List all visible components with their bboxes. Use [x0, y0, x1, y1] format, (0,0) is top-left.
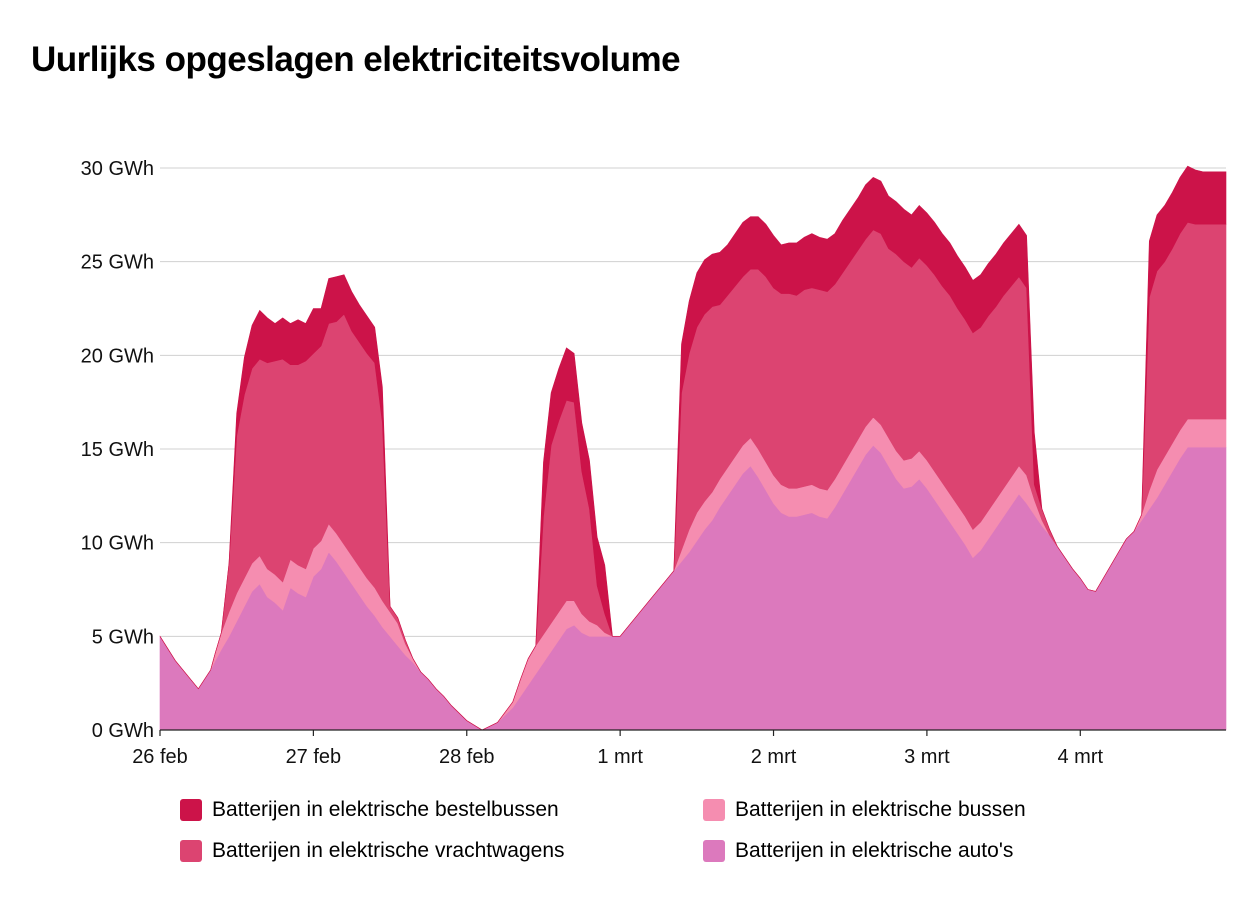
legend-label: Batterijen in elektrische bussen: [735, 798, 1026, 821]
x-tick-label: 4 mrt: [1058, 746, 1104, 768]
x-tick-label: 1 mrt: [597, 746, 643, 768]
legend-item-bestelbussen[interactable]: Batterijen in elektrische bestelbussen: [180, 796, 703, 824]
x-axis-ticks: 26 feb 27 feb 28 feb 1 mrt 2 mrt 3 mrt 4 mrt: [132, 729, 1226, 768]
legend-label: Batterijen in elektrische auto's: [735, 839, 1014, 862]
legend: Batterijen in elektrische bestelbussen B…: [180, 796, 1140, 865]
y-tick-label: 0 GWh: [92, 720, 154, 742]
legend-item-vrachtwagens[interactable]: Batterijen in elektrische vrachtwagens: [180, 837, 703, 865]
y-tick-label: 30 GWh: [81, 158, 154, 180]
legend-label: Batterijen in elektrische vrachtwagens: [212, 839, 565, 862]
x-tick-label: 28 feb: [439, 746, 495, 768]
y-tick-label: 20 GWh: [81, 345, 154, 367]
y-tick-label: 15 GWh: [81, 439, 154, 461]
legend-item-autos[interactable]: Batterijen in elektrische auto's: [703, 837, 1123, 865]
legend-swatch: [180, 799, 202, 821]
area-series-3: [159, 165, 1227, 731]
x-tick-label: 26 feb: [132, 746, 188, 768]
stacked-areas: [159, 165, 1227, 731]
legend-swatch: [180, 840, 202, 862]
y-tick-label: 5 GWh: [92, 626, 154, 648]
y-axis-ticks: 0 GWh 5 GWh 10 GWh 15 GWh 20 GWh 25 GWh 30 GWh: [81, 158, 154, 742]
y-tick-label: 25 GWh: [81, 252, 154, 274]
x-tick-label: 2 mrt: [751, 746, 797, 768]
legend-item-bussen[interactable]: Batterijen in elektrische bussen: [703, 796, 1123, 824]
x-tick-label: 27 feb: [286, 746, 342, 768]
legend-label: Batterijen in elektrische bestelbussen: [212, 798, 559, 821]
x-tick-label: 3 mrt: [904, 746, 950, 768]
chart-title: Uurlijks opgeslagen elektriciteitsvolume: [31, 40, 681, 79]
y-tick-label: 10 GWh: [81, 533, 154, 555]
legend-swatch: [703, 840, 725, 862]
legend-swatch: [703, 799, 725, 821]
